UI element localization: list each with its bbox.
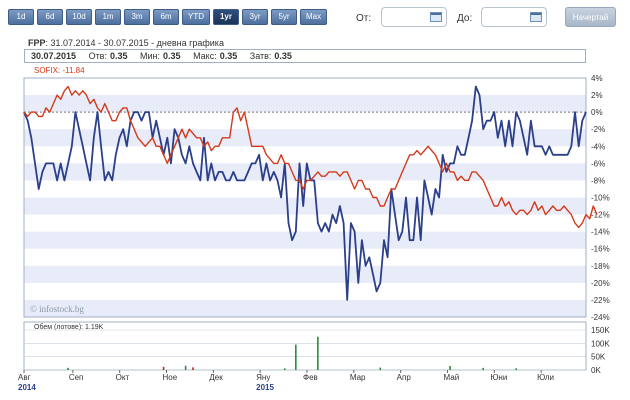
grid-band [24, 265, 586, 283]
x-tick-label: Сеп [69, 373, 84, 382]
grid-band [24, 197, 586, 215]
volume-bar [515, 368, 518, 370]
grid-band [24, 129, 586, 147]
volume-bar [482, 367, 484, 370]
volume-tick-label: 0K [591, 366, 601, 375]
toolbar: 1d 6d 10d 1m 3m 6m YTD 1yr 3yr 5yr Max От: До: Нач… [0, 0, 630, 36]
chart-symbol: FPP [28, 38, 46, 48]
open-value: 0.35 [109, 51, 128, 61]
x-tick-label: Авг [18, 373, 31, 382]
draw-button[interactable]: Начертай [565, 7, 616, 27]
low-value: 0.35 [163, 51, 181, 61]
x-tick-label: Юни [490, 373, 507, 382]
volume-tick-label: 150K [591, 326, 610, 335]
x-tick-label: Юли [537, 373, 554, 382]
volume-bar [67, 367, 69, 370]
volume-bar [283, 368, 286, 370]
range-button-5[interactable]: 6m [153, 9, 179, 25]
volume-bar [192, 367, 194, 370]
range-button-10[interactable]: Max [300, 9, 328, 25]
volume-tick-label: 100K [591, 339, 610, 348]
chart-subtitle: : 31.07.2014 - 30.07.2015 - дневна графи… [45, 38, 224, 48]
close-value: 0.35 [274, 51, 292, 61]
quote-bar: 30.07.2015 Отв: 0.35 Мин: 0.35 Макс: 0.35 З… [24, 49, 586, 63]
range-button-1[interactable]: 6d [37, 9, 63, 25]
volume-bar [162, 366, 165, 370]
y-tick-label: -4% [591, 142, 605, 151]
x-tick-label: 2014 [18, 383, 36, 392]
range-button-0[interactable]: 1d [8, 9, 34, 25]
y-tick-label: -16% [591, 245, 610, 254]
series-line-sofix [23, 85, 598, 229]
x-tick-label: Ное [163, 373, 178, 382]
volume-label: Обем (лотове): 1.19K [34, 323, 104, 331]
x-tick-label: Фев [303, 373, 318, 382]
volume-frame [23, 321, 587, 371]
grid-band [24, 231, 586, 249]
range-button-4[interactable]: 3m [124, 9, 150, 25]
volume-bar [317, 336, 319, 370]
chart-title: FPP: 31.07.2014 - 30.07.2015 - дневна гр… [28, 38, 224, 48]
volume-bar [184, 365, 187, 370]
y-tick-label: -22% [591, 296, 610, 305]
y-tick-label: 2% [591, 91, 603, 100]
date-to-input[interactable] [481, 7, 547, 27]
close-label: Затв: [249, 51, 272, 61]
x-tick-label: Апр [397, 373, 412, 382]
y-tick-label: 4% [591, 74, 603, 83]
low-label: Мин: [140, 51, 161, 61]
volume-bar [379, 367, 382, 370]
date-to-label: До: [457, 13, 473, 24]
y-tick-label: -14% [591, 228, 610, 237]
high-label: Макс: [193, 51, 217, 61]
high-value: 0.35 [219, 51, 238, 61]
y-tick-label: -18% [591, 262, 610, 271]
y-tick-label: -2% [591, 125, 605, 134]
y-tick-label: -20% [591, 279, 610, 288]
plot-frame [23, 77, 587, 318]
range-button-9[interactable]: 5yr [271, 9, 297, 25]
y-tick-label: 0% [591, 108, 603, 117]
range-button-6[interactable]: YTD [182, 9, 210, 25]
volume-tick-label: 50K [591, 353, 606, 362]
x-tick-label: 2015 [256, 383, 274, 392]
y-tick-label: -10% [591, 194, 610, 203]
grid-band [24, 95, 586, 113]
y-tick-label: -12% [591, 211, 610, 220]
range-button-2[interactable]: 10d [66, 9, 92, 25]
volume-bar [449, 366, 451, 370]
open-label: Отв: [88, 51, 107, 61]
volume-bar [295, 344, 297, 370]
range-button-7[interactable]: 1yr [213, 9, 239, 25]
y-tick-label: -8% [591, 176, 605, 185]
legend-sofix: SOFIX: -11.84 [34, 66, 85, 75]
range-button-3[interactable]: 1m [95, 9, 121, 25]
range-buttons: 1d 6d 10d 1m 3m 6m YTD 1yr 3yr 5yr Max [8, 9, 328, 25]
x-tick-label: Мар [350, 373, 366, 382]
date-from-label: От: [356, 13, 372, 24]
x-tick-label: Дек [209, 373, 223, 382]
calendar-icon[interactable] [530, 12, 542, 22]
quote-date: 30.07.2015 [31, 51, 77, 61]
grid-band [24, 299, 586, 317]
calendar-icon[interactable] [430, 12, 442, 22]
range-button-8[interactable]: 3yr [242, 9, 268, 25]
y-tick-label: -24% [591, 313, 610, 322]
x-tick-label: Май [444, 373, 460, 382]
y-tick-label: -6% [591, 159, 605, 168]
x-tick-label: Окт [116, 373, 130, 382]
date-from-input[interactable] [381, 7, 447, 27]
watermark: © infostock.bg [30, 304, 84, 314]
x-tick-label: Яну [256, 373, 270, 382]
